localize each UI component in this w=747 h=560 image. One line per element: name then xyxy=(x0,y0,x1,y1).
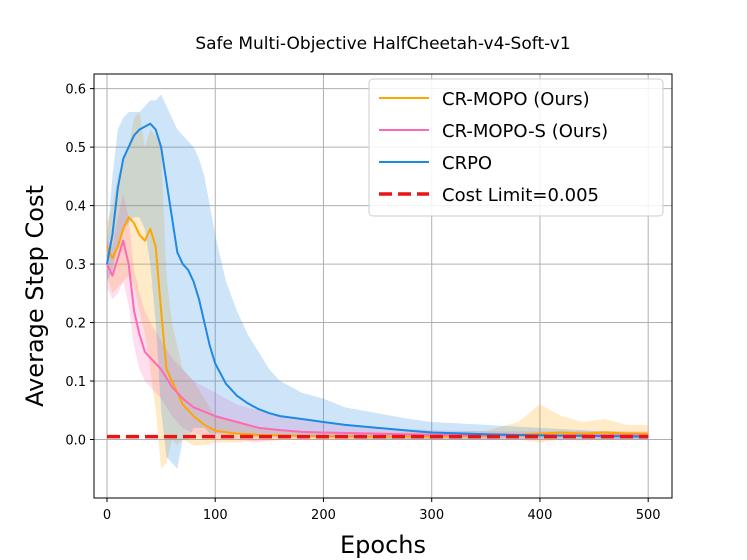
line-series-2 xyxy=(106,239,649,437)
y-tick-label: 0.3 xyxy=(65,258,86,273)
y-axis-label: Average Step Cost xyxy=(21,185,49,407)
x-tick-label: 400 xyxy=(528,508,553,523)
x-tick-label: 500 xyxy=(636,508,661,523)
y-tick-label: 0.0 xyxy=(65,434,86,449)
line-series-3 xyxy=(106,122,649,438)
y-tick-label: 0.4 xyxy=(65,200,86,215)
legend-label: CR-MOPO (Ours) xyxy=(442,89,590,110)
x-tick-label: 100 xyxy=(203,508,228,523)
line-series-1 xyxy=(106,216,649,438)
y-tick-label: 0.6 xyxy=(65,83,86,98)
band-series-3 xyxy=(106,94,649,469)
x-tick-label: 0 xyxy=(103,508,111,523)
plot-frame xyxy=(93,73,673,499)
x-axis-label: Epochs xyxy=(340,531,426,559)
x-tick-label: 200 xyxy=(311,508,336,523)
y-tick-label: 0.1 xyxy=(65,375,86,390)
y-tick-label: 0.5 xyxy=(65,141,86,156)
y-axis-ticks: 0.0 0.1 0.2 0.3 0.4 0.5 0.6 xyxy=(65,83,94,449)
y-tick-label: 0.2 xyxy=(65,317,86,332)
legend-box xyxy=(368,78,664,217)
legend-label: CRPO xyxy=(442,153,492,174)
legend-label: Cost Limit=0.005 xyxy=(442,185,599,206)
x-tick-label: 300 xyxy=(419,508,444,523)
chart-title: Safe Multi-Objective HalfCheetah-v4-Soft… xyxy=(195,34,570,54)
x-axis-ticks: 0 100 200 300 400 500 xyxy=(103,498,661,523)
series-lines xyxy=(106,122,649,438)
legend: CR-MOPO (Ours) CR-MOPO-S (Ours) CRPO Cost L… xyxy=(368,78,664,217)
legend-label: CR-MOPO-S (Ours) xyxy=(442,121,608,142)
